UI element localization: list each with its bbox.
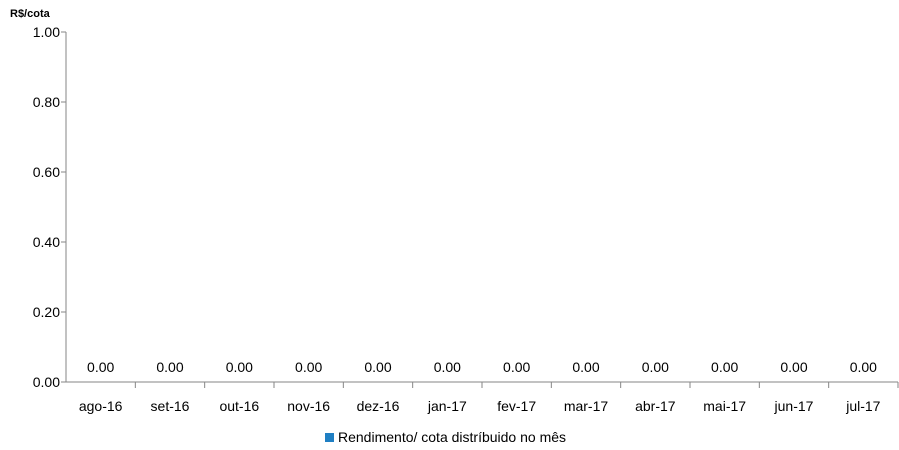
y-tick-label: 0.40 [33, 234, 60, 250]
x-tick-label: mar-17 [564, 398, 609, 414]
x-tick-label: jun-17 [774, 398, 814, 414]
data-label: 0.00 [434, 359, 461, 375]
x-tick-label: fev-17 [497, 398, 536, 414]
data-label: 0.00 [572, 359, 599, 375]
x-tick-label: abr-17 [635, 398, 676, 414]
data-label: 0.00 [156, 359, 183, 375]
x-tick-label: jul-17 [845, 398, 880, 414]
data-label: 0.00 [503, 359, 530, 375]
legend-swatch [325, 433, 334, 442]
x-tick-label: ago-16 [79, 398, 123, 414]
data-label: 0.00 [295, 359, 322, 375]
x-tick-label: nov-16 [287, 398, 330, 414]
data-label: 0.00 [711, 359, 738, 375]
data-label: 0.00 [87, 359, 114, 375]
data-label: 0.00 [780, 359, 807, 375]
legend: Rendimento/ cota distríbuido no mês [325, 429, 566, 445]
data-label: 0.00 [642, 359, 669, 375]
legend-label: Rendimento/ cota distríbuido no mês [338, 429, 566, 445]
x-tick-label: jan-17 [427, 398, 467, 414]
y-tick-label: 0.60 [33, 164, 60, 180]
data-label: 0.00 [850, 359, 877, 375]
y-tick-label: 0.20 [33, 304, 60, 320]
plot-area: 0.00 0.20 0.40 0.60 0.80 1.00 ago-16 0.00 set-16… [33, 24, 899, 414]
x-tick-label: dez-16 [357, 398, 400, 414]
y-tick-label: 0.00 [33, 374, 60, 390]
x-tick-label: set-16 [151, 398, 190, 414]
data-label: 0.00 [364, 359, 391, 375]
x-tick-label: out-16 [219, 398, 259, 414]
y-tick-label: 0.80 [33, 94, 60, 110]
y-axis-label: R$/cota [10, 8, 51, 20]
x-tick-label: mai-17 [703, 398, 746, 414]
data-label: 0.00 [226, 359, 253, 375]
y-tick-label: 1.00 [33, 24, 60, 40]
